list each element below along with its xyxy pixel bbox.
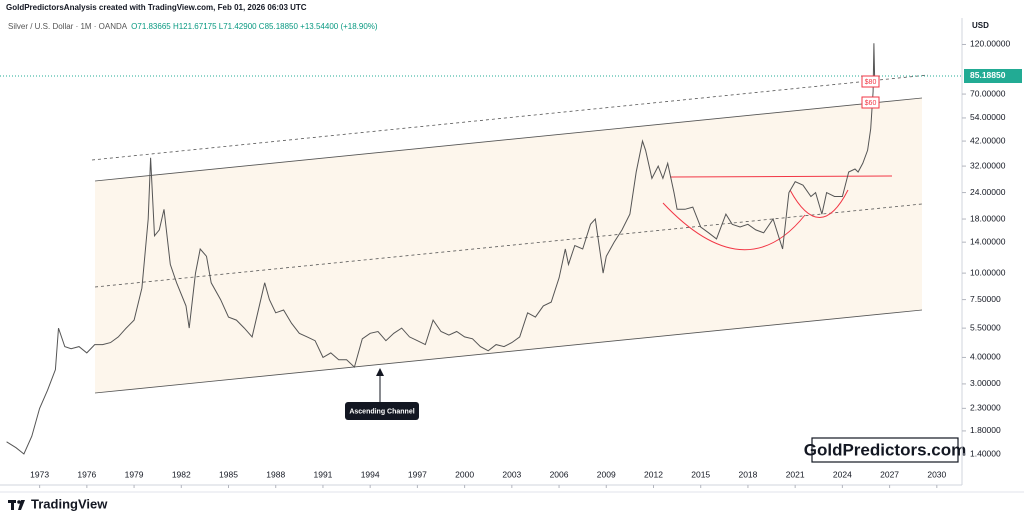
tag-box: [861, 96, 880, 109]
cup-arc: [662, 202, 806, 251]
y-tick-label: 2.30000: [970, 403, 1001, 413]
x-tick-label: 1997: [408, 469, 427, 479]
x-tick-label: 2030: [927, 469, 946, 479]
channel-mid: [94, 203, 923, 288]
brand: TradingView: [31, 496, 108, 511]
brand-logo: [8, 500, 25, 510]
y-tick-label: 4.00000: [970, 352, 1001, 362]
symbol: Silver / U.S. Dollar · 1M · OANDA: [8, 22, 128, 31]
neckline: [669, 175, 893, 178]
axis-unit: USD: [972, 21, 989, 30]
y-tick-label: 3.00000: [970, 378, 1001, 388]
tag-80: $80: [865, 79, 877, 86]
x-tick-label: 1979: [125, 469, 144, 479]
y-tick-label: 5.50000: [970, 322, 1001, 332]
credit: GoldPredictorsAnalysis created with Trad…: [6, 3, 307, 12]
x-tick-label: 1994: [361, 469, 380, 479]
x-tick-label: 2003: [502, 469, 521, 479]
logo-part: [11, 500, 14, 510]
y-tick-label: 1.80000: [970, 425, 1001, 435]
x-tick-label: 1991: [313, 469, 332, 479]
x-tick-label: 2006: [550, 469, 569, 479]
y-tick-label: 14.00000: [970, 236, 1006, 246]
price-line: [6, 43, 876, 455]
watermark-box: [811, 437, 959, 463]
plot: [0, 43, 962, 455]
x-tick-label: 2000: [455, 469, 474, 479]
y-tick-label: 1.40000: [970, 448, 1001, 458]
tag-60: $60: [865, 100, 877, 107]
watermark: GoldPredictors.com: [804, 440, 966, 459]
x-tick-label: 1982: [172, 469, 191, 479]
x-tick-label: 2027: [880, 469, 899, 479]
symbol-line: Silver / U.S. Dollar · 1M · OANDA O71.836…: [8, 22, 378, 31]
y-tick-label: 120.00000: [970, 39, 1010, 49]
y-tick-label: 7.50000: [970, 294, 1001, 304]
logo-part: [18, 500, 25, 510]
callout-arrow: [376, 368, 384, 376]
y-tick-label: 24.00000: [970, 187, 1006, 197]
x-tick-label: 1988: [266, 469, 285, 479]
logo-part: [17, 500, 21, 504]
x-tick-label: 2018: [738, 469, 757, 479]
x-tick-label: 2021: [786, 469, 805, 479]
tag-box: [861, 75, 880, 88]
handle-arc: [789, 189, 849, 218]
x-tick-label: 1973: [30, 469, 49, 479]
callout-box: [345, 402, 419, 420]
channel-lower: [94, 309, 923, 394]
callout-text: Ascending Channel: [349, 408, 414, 415]
channel-outer: [91, 74, 929, 161]
x-tick-label: 2015: [691, 469, 710, 479]
y-tick-label: 32.00000: [970, 160, 1006, 170]
x-tick-label: 2009: [597, 469, 616, 479]
y-tick-label: 10.00000: [970, 267, 1006, 277]
x-tick-label: 1976: [77, 469, 96, 479]
channel-upper: [94, 97, 923, 182]
ohlc: O71.83665 H121.67175 L71.42900 C85.18850…: [131, 22, 378, 31]
x-tick-label: 2024: [833, 469, 852, 479]
y-tick-label: 42.00000: [970, 135, 1006, 145]
price-tag-label: 85.18850: [970, 70, 1006, 80]
y-tick-label: 70.00000: [970, 88, 1006, 98]
x-tick-label: 2012: [644, 469, 663, 479]
y-tick-label: 18.00000: [970, 213, 1006, 223]
price-tag-box: [964, 68, 1022, 83]
x-tick-label: 1985: [219, 469, 238, 479]
y-tick-label: 54.00000: [970, 112, 1006, 122]
